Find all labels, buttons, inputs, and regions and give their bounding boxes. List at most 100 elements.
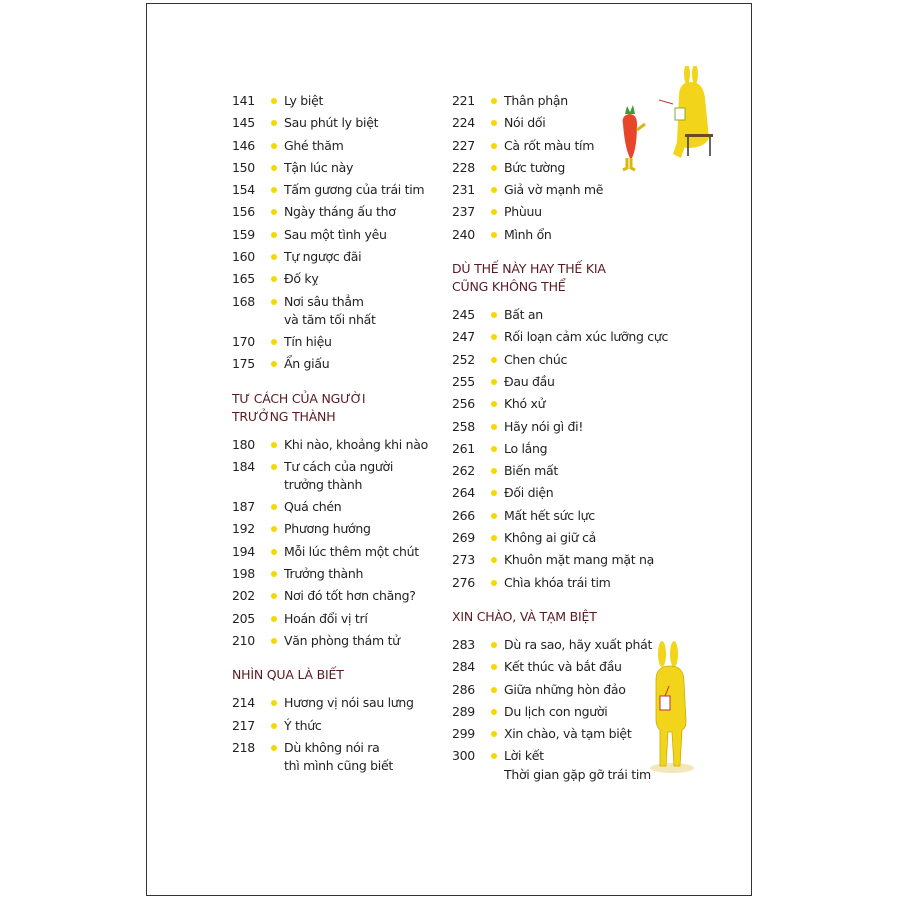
toc-entry[interactable]: 245 Bất an [452, 304, 682, 326]
entry-title: Cà rốt màu tím [504, 135, 682, 157]
entry-title-line: Tự ngược đãi [284, 249, 362, 265]
toc-entry[interactable]: 168 Nơi sâu thẳm và tăm tối nhất [232, 291, 447, 331]
page-number: 180 [232, 436, 255, 452]
page-number: 276 [452, 574, 475, 590]
toc-entry[interactable]: 187 Quá chén [232, 496, 447, 518]
carrot-character-icon [622, 105, 646, 172]
toc-entry[interactable]: 299 Xin chào, và tạm biệt [452, 723, 682, 745]
bullet-icon [271, 700, 277, 707]
toc-entry[interactable]: 160 Tự ngược đãi [232, 246, 447, 268]
page-number: 224 [452, 115, 475, 131]
toc-entry[interactable]: 224 Nói dối [452, 112, 682, 134]
bullet-icon [271, 164, 277, 171]
entry-title-line: Phương hướng [284, 521, 371, 537]
entry-title: Đối diện [504, 482, 682, 504]
toc-entry[interactable]: 258 Hãy nói gì đi! [452, 416, 682, 438]
bullet-icon [271, 298, 277, 305]
toc-entry[interactable]: 145 Sau phút ly biệt [232, 112, 447, 134]
toc-entry[interactable]: 284 Kết thúc và bắt đầu [452, 656, 682, 678]
toc-entry[interactable]: 261 Lo lắng [452, 438, 682, 460]
bullet-icon [491, 231, 497, 238]
toc-entry[interactable]: 218 Dù không nói ra thì mình cũng biết [232, 737, 447, 777]
entry-title: Biến mất [504, 460, 682, 482]
toc-entry[interactable]: 264 Đối diện [452, 482, 682, 504]
toc-entry[interactable]: 256 Khó xử [452, 393, 682, 415]
toc-entry[interactable]: 240 Mình ổn [452, 224, 682, 246]
toc-entry[interactable]: 276 Chìa khóa trái tim [452, 572, 682, 594]
toc-entry[interactable]: 194 Mỗi lúc thêm một chút [232, 541, 447, 563]
toc-entry[interactable]: 180 Khi nào, khoảng khi nào [232, 434, 447, 456]
toc-entry[interactable]: 262 Biến mất [452, 460, 682, 482]
bullet-icon [491, 468, 497, 475]
toc-entry[interactable]: 221 Thân phận [452, 90, 682, 112]
toc-entry[interactable]: 255 Đau đầu [452, 371, 682, 393]
page-number: 170 [232, 333, 255, 349]
entry-title: Tín hiệu [284, 331, 447, 353]
section-heading-line: TƯ CÁCH CỦA NGƯỜI [232, 390, 366, 406]
page-number: 289 [452, 703, 475, 719]
toc-entry[interactable]: 266 Mất hết sức lực [452, 505, 682, 527]
toc-entry[interactable]: 269 Không ai giữ cả [452, 527, 682, 549]
entry-title-continuation: trưởng thành [284, 477, 363, 493]
entry-title: Mình ổn [504, 224, 682, 246]
entry-title-line: Quá chén [284, 499, 342, 515]
entry-title: Xin chào, và tạm biệt [504, 723, 682, 745]
toc-entry[interactable]: 192 Phương hướng [232, 518, 447, 540]
entry-title: Tư cách của người trưởng thành [284, 456, 447, 496]
toc-entry[interactable]: 184 Tư cách của người trưởng thành [232, 456, 447, 496]
page-number: 269 [452, 530, 475, 546]
entry-title-line: Bất an [504, 307, 543, 323]
bullet-icon [491, 512, 497, 519]
entry-title: Khuôn mặt mang mặt nạ [504, 549, 682, 571]
page-number: 214 [232, 695, 255, 711]
toc-entry[interactable]: 227 Cà rốt màu tím [452, 135, 682, 157]
section-heading: XIN CHÀO, VÀ TẠM BIỆT [452, 608, 682, 626]
toc-entry[interactable]: 247 Rối loạn cảm xúc lưỡng cực [452, 326, 682, 348]
entry-title: Bất an [504, 304, 682, 326]
bullet-icon [271, 231, 277, 238]
toc-entry[interactable]: 202 Nơi đó tốt hơn chăng? [232, 585, 447, 607]
bullet-icon [491, 187, 497, 194]
toc-entry[interactable]: 286 Giữa những hòn đảo [452, 679, 682, 701]
entry-title-line: Dù ra sao, hãy xuất phát [504, 636, 653, 652]
toc-entry[interactable]: 210 Văn phòng thám tử [232, 630, 447, 652]
entry-title-line: Tư cách của người [284, 458, 394, 474]
toc-entry[interactable]: 205 Hoán đổi vị trí [232, 608, 447, 630]
toc-entry[interactable]: 273 Khuôn mặt mang mặt nạ [452, 549, 682, 571]
toc-entry[interactable]: 175 Ẩn giấu [232, 353, 447, 375]
bullet-icon [491, 641, 497, 648]
bullet-icon [491, 334, 497, 341]
bullet-icon [271, 504, 277, 511]
page-number: 141 [232, 93, 255, 108]
entry-title-line: Nơi sâu thẳm [284, 293, 364, 309]
toc-entry[interactable]: 289 Du lịch con người [452, 701, 682, 723]
toc-entry[interactable]: 300 Lời kết Thời gian gặp gỡ trái tim [452, 745, 682, 785]
entry-title: Sau phút ly biệt [284, 112, 447, 134]
page-number: 262 [452, 463, 475, 479]
entry-title-line: Khi nào, khoảng khi nào [284, 436, 428, 452]
entry-title-line: Ly biệt [284, 93, 324, 108]
toc-entry[interactable]: 283 Dù ra sao, hãy xuất phát [452, 634, 682, 656]
toc-entry[interactable]: 141 Ly biệt [232, 90, 447, 112]
toc-entry[interactable]: 237 Phùuu [452, 201, 682, 223]
toc-entry[interactable]: 159 Sau một tình yêu [232, 224, 447, 246]
toc-entry[interactable]: 214 Hương vị nói sau lưng [232, 692, 447, 714]
bullet-icon [491, 401, 497, 408]
toc-entry[interactable]: 150 Tận lúc này [232, 157, 447, 179]
toc-entry[interactable]: 252 Chen chúc [452, 349, 682, 371]
toc-entry[interactable]: 165 Đố kỵ [232, 268, 447, 290]
toc-entry[interactable]: 231 Giả vờ mạnh mẽ [452, 179, 682, 201]
toc-entry[interactable]: 154 Tấm gương của trái tim [232, 179, 447, 201]
toc-entry[interactable]: 156 Ngày tháng ấu thơ [232, 201, 447, 223]
entry-title: Nói dối [504, 112, 682, 134]
bullet-icon [491, 445, 497, 452]
toc-entry[interactable]: 217 Ý thức [232, 715, 447, 737]
entry-title: Chìa khóa trái tim [504, 572, 682, 594]
entry-title-line: Trưởng thành [284, 566, 364, 582]
toc-entry[interactable]: 228 Bức tường [452, 157, 682, 179]
page-number: 205 [232, 610, 255, 626]
toc-entry[interactable]: 198 Trưởng thành [232, 563, 447, 585]
toc-entry[interactable]: 170 Tín hiệu [232, 331, 447, 353]
entry-title: Kết thúc và bắt đầu [504, 656, 682, 678]
toc-entry[interactable]: 146 Ghé thăm [232, 135, 447, 157]
